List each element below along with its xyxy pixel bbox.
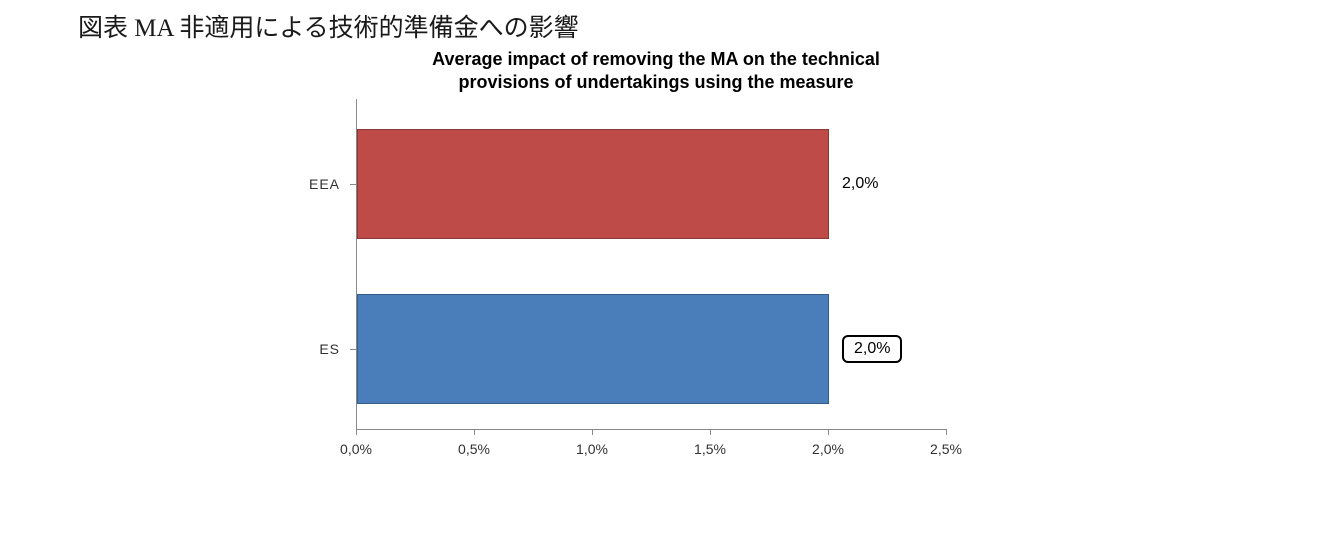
x-tick — [474, 429, 475, 435]
y-tick — [350, 184, 356, 185]
x-tick-label: 1,5% — [694, 441, 726, 457]
y-tick — [350, 349, 356, 350]
page-heading-jp: 図表 MA 非適用による技術的準備金への影響 — [78, 8, 579, 44]
x-tick-label: 0,5% — [458, 441, 490, 457]
x-tick-label: 1,0% — [576, 441, 608, 457]
x-tick — [356, 429, 357, 435]
x-tick — [828, 429, 829, 435]
x-tick — [592, 429, 593, 435]
chart-title: Average impact of removing the MA on the… — [276, 48, 1036, 93]
chart-plot: 0,0% 0,5% 1,0% 1,5% 2,0% 2,5% EEA 2,0% ES 2,0% — [276, 99, 1066, 469]
chart-title-line2: provisions of undertakings using the mea… — [458, 72, 853, 92]
chart-title-line1: Average impact of removing the MA on the… — [432, 49, 880, 69]
data-label-es: 2,0% — [842, 335, 902, 363]
x-tick — [946, 429, 947, 435]
y-category-label: EEA — [276, 176, 340, 192]
x-tick-label: 2,0% — [812, 441, 844, 457]
x-tick-label: 0,0% — [340, 441, 372, 457]
bar-es — [357, 294, 829, 404]
data-label-eea: 2,0% — [842, 175, 878, 193]
x-tick — [710, 429, 711, 435]
x-tick-label: 2,5% — [930, 441, 962, 457]
y-category-label: ES — [276, 341, 340, 357]
bar-eea — [357, 129, 829, 239]
chart-container: Average impact of removing the MA on the… — [276, 48, 1036, 469]
